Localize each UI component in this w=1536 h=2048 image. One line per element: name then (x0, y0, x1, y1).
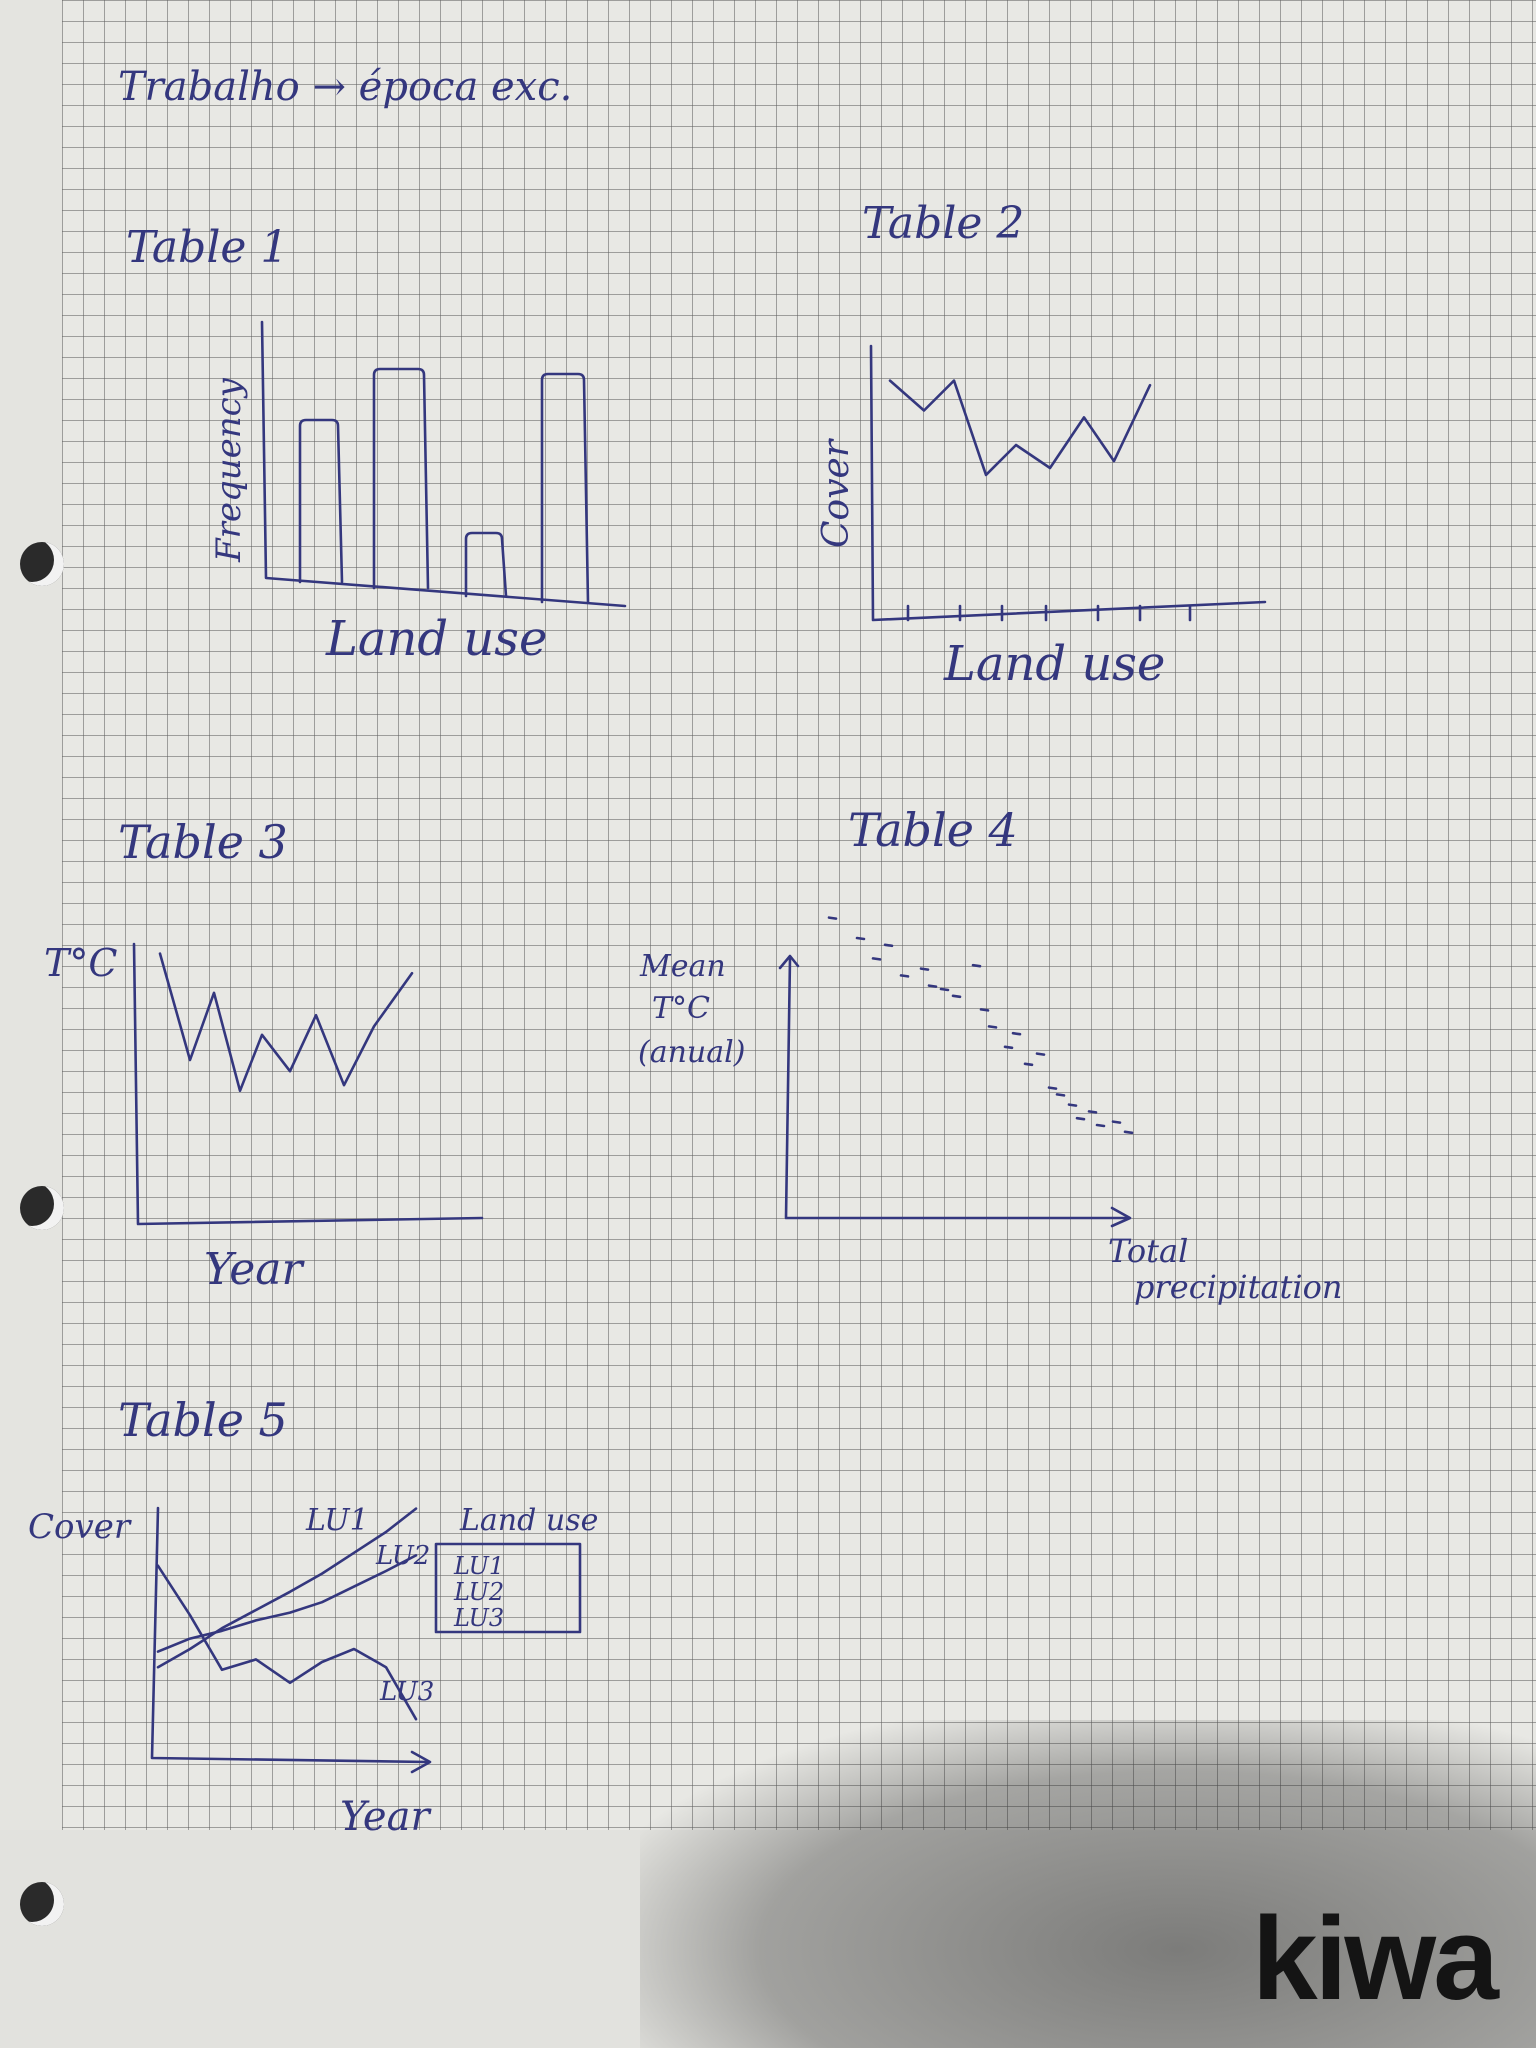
table-4-points (827, 916, 1134, 1135)
table-1-ylabel: Frequency (209, 377, 249, 563)
table-1-xlabel: Land use (325, 611, 547, 667)
table-4-point (1123, 1130, 1134, 1135)
table-3-line (158, 952, 414, 1093)
table-5-x-arrow (410, 1750, 432, 1774)
table-1-title: Table 1 (126, 222, 288, 273)
table-3: Table 3 T°C Year (44, 815, 484, 1295)
table-1-bar (298, 418, 344, 584)
table-4-point (979, 1008, 990, 1012)
kiwa-logo: kiwa (1252, 1893, 1499, 2025)
table-4-point (827, 916, 838, 920)
table-4-y-arrow (778, 954, 800, 970)
table-1-axes (260, 320, 627, 608)
table-4-point (987, 1025, 998, 1029)
table-5-legend-item-lu2: LU2 (453, 1578, 504, 1606)
table-4-point (919, 967, 930, 971)
table-5-legend-item-lu1: LU1 (453, 1552, 504, 1580)
table-5-title: Table 5 (118, 1393, 288, 1447)
table-5-ylabel: Cover (28, 1507, 132, 1547)
table-4-point (1035, 1052, 1046, 1056)
table-4-xlabel-line-2: precipitation (1134, 1268, 1343, 1306)
table-4-x-arrow (1110, 1206, 1132, 1228)
table-4-point (1023, 1062, 1034, 1067)
table-5-series-label-lu3: LU3 (379, 1677, 434, 1707)
table-3-ylabel: T°C (44, 941, 117, 985)
table-4-point (883, 943, 894, 948)
table-5-line-lu1 (156, 1507, 418, 1669)
table-4-point (871, 957, 882, 961)
table-3-axes (132, 942, 484, 1226)
table-3-title: Table 3 (118, 815, 288, 869)
table-4-point (1111, 1120, 1122, 1124)
binder-hole (20, 1186, 64, 1230)
table-2-line (888, 379, 1152, 477)
table-4-point (1047, 1086, 1058, 1090)
table-4-point (951, 994, 962, 999)
table-4-ylabel-line-1: Mean (639, 949, 726, 984)
binder-hole (20, 1882, 64, 1926)
page-heading: Trabalho → época exc. (118, 64, 572, 110)
table-5-series-label-lu2: LU2 (375, 1541, 430, 1571)
table-2-title: Table 2 (862, 198, 1024, 249)
table-4-point (939, 987, 950, 992)
table-5-xlabel: Year (340, 1794, 432, 1840)
table-1-bar (540, 372, 590, 604)
table-2-ylabel: Cover (816, 438, 857, 548)
table-2-axes (869, 344, 1267, 622)
table-5-axes (150, 1506, 430, 1764)
table-2-ticks (906, 604, 1192, 622)
table-4-ylabel-line-2: T°C (652, 991, 710, 1026)
table-4-point (927, 984, 938, 988)
table-4-point (1003, 1045, 1014, 1050)
table-1-bar (464, 531, 508, 598)
table-5-series-label-lu1: LU1 (305, 1503, 369, 1538)
table-4-point (855, 936, 866, 941)
table-4-point (1011, 1031, 1022, 1036)
table-4-point (899, 974, 910, 978)
table-5-line-lu2 (156, 1554, 418, 1653)
table-2: Table 2 Cover Land use (816, 198, 1267, 692)
table-4-point (1095, 1123, 1106, 1128)
grid-paper (62, 0, 1536, 1830)
table-1-bars (298, 367, 590, 604)
table-5-legend-item-lu3: LU3 (453, 1604, 504, 1632)
table-5-lines (156, 1507, 418, 1721)
table-4-xlabel-line-1: Total (1108, 1232, 1188, 1270)
table-5-legend-box (434, 1542, 582, 1634)
table-1-bar (372, 367, 430, 590)
table-4-axes (784, 956, 1130, 1220)
table-5-line-lu3 (156, 1564, 418, 1721)
table-4-point (1087, 1110, 1098, 1114)
table-1: Table 1 Frequency Land use (126, 222, 627, 667)
table-4-ylabel-line-3: (anual) (638, 1035, 745, 1070)
photo-shadow (640, 1720, 1536, 2048)
table-4: Table 4 Mean T°C (anual) Total precipita… (638, 803, 1343, 1306)
table-2-xlabel: Land use (943, 636, 1165, 692)
binder-hole (20, 542, 64, 586)
table-4-point (1067, 1103, 1078, 1107)
table-3-xlabel: Year (204, 1244, 305, 1295)
table-5: Table 5 Cover Year LU1 LU2 LU3 Land use … (28, 1393, 598, 1840)
table-4-point (1055, 1093, 1066, 1097)
table-5-legend-title: Land use (459, 1503, 598, 1538)
table-4-point (971, 963, 982, 968)
table-4-title: Table 4 (848, 803, 1018, 857)
table-4-point (1075, 1116, 1086, 1121)
